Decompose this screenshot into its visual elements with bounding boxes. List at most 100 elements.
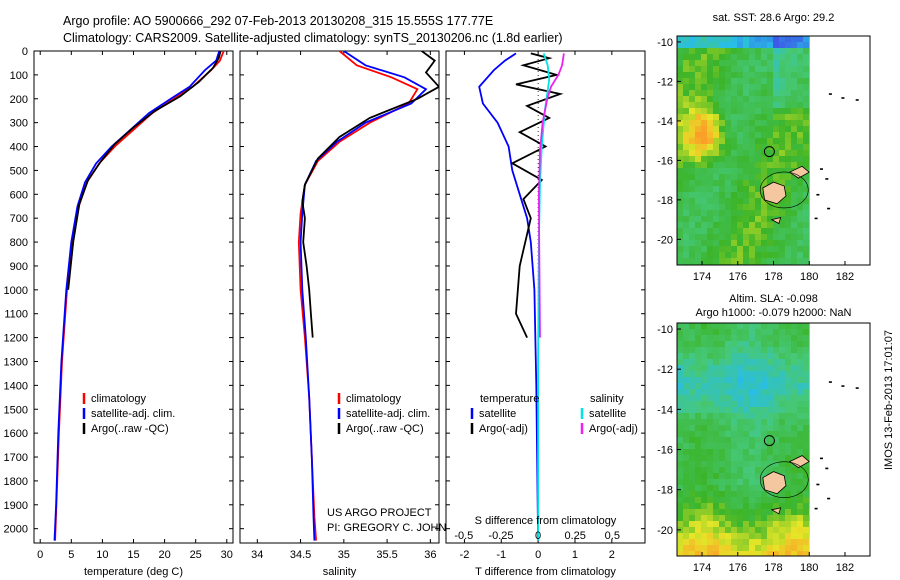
map-cell xyxy=(749,162,756,169)
map-cell xyxy=(725,353,732,360)
map-cell xyxy=(695,66,702,73)
map-cell xyxy=(791,198,798,205)
map-cell xyxy=(809,216,810,223)
map-cell xyxy=(731,90,738,97)
y-tick-label: 1200 xyxy=(4,333,28,345)
map-cell xyxy=(749,138,756,145)
map-cell xyxy=(773,539,780,546)
map-cell xyxy=(737,353,744,360)
map-cell xyxy=(719,407,726,414)
map-cell xyxy=(725,389,732,396)
map-cell xyxy=(749,96,756,103)
map-cell xyxy=(677,431,684,438)
series-line-temperature-argo-adj- xyxy=(510,52,564,338)
map-cell xyxy=(707,210,714,217)
map-cell xyxy=(731,192,738,199)
map-cell xyxy=(749,521,756,528)
map-cell xyxy=(755,515,762,522)
map-cell xyxy=(743,138,750,145)
map-cell xyxy=(731,461,738,468)
map-cell xyxy=(701,192,708,199)
map-cell xyxy=(677,323,684,330)
map-cell xyxy=(785,455,792,462)
map-cell xyxy=(689,539,696,546)
map-cell xyxy=(707,216,714,223)
map-cell xyxy=(791,401,798,408)
map-cell xyxy=(743,114,750,121)
map-cell xyxy=(707,431,714,438)
map-cell xyxy=(725,168,732,175)
map-cell xyxy=(707,377,714,384)
map-cell xyxy=(725,371,732,378)
map-cell xyxy=(689,503,696,510)
map-cell xyxy=(767,96,774,103)
map-cell xyxy=(803,335,810,342)
map-cell xyxy=(695,419,702,426)
map-cell xyxy=(761,497,768,504)
map-cell xyxy=(755,455,762,462)
map-cell xyxy=(683,359,690,366)
islet xyxy=(816,483,820,486)
map-cell xyxy=(683,383,690,390)
map-cell xyxy=(809,96,810,103)
map-cell xyxy=(761,425,768,432)
map-cell xyxy=(719,347,726,354)
map-cell xyxy=(701,240,708,247)
map-cell xyxy=(725,60,732,67)
map-cell xyxy=(677,359,684,366)
x-tick-label: 35 xyxy=(338,549,350,561)
map-cell xyxy=(725,485,732,492)
map-cell xyxy=(743,371,750,378)
map-cell xyxy=(689,461,696,468)
map-cell xyxy=(737,54,744,61)
map-cell xyxy=(791,48,798,55)
map-cell xyxy=(773,395,780,402)
map-cell xyxy=(719,252,726,259)
map-cell xyxy=(689,467,696,474)
map-cell xyxy=(803,84,810,91)
map-cell xyxy=(809,174,810,181)
map-cell xyxy=(755,461,762,468)
map-cell xyxy=(749,120,756,127)
map-cell xyxy=(677,54,684,61)
map-cell xyxy=(683,341,690,348)
map-cell xyxy=(707,246,714,253)
y-tick-label: -12 xyxy=(657,364,673,376)
islet xyxy=(828,93,832,95)
map-cell xyxy=(689,174,696,181)
map-cell xyxy=(785,353,792,360)
map-cell xyxy=(773,335,780,342)
map-cell xyxy=(767,449,774,456)
map-cell xyxy=(803,252,810,259)
map-cell xyxy=(713,335,720,342)
map-cell xyxy=(797,359,804,366)
map-cell xyxy=(743,96,750,103)
map-cell xyxy=(773,377,780,384)
map-cell xyxy=(773,497,780,504)
map-cell xyxy=(791,431,798,438)
map-cell xyxy=(755,198,762,205)
map-cell xyxy=(725,467,732,474)
series-line-temperature-satellite xyxy=(478,52,539,541)
map-cell xyxy=(755,54,762,61)
map-cell xyxy=(809,240,810,247)
map-cell xyxy=(761,114,768,121)
map-cell xyxy=(779,168,786,175)
map-cell xyxy=(701,222,708,229)
x-tick-label: 15 xyxy=(127,549,139,561)
map-cell xyxy=(683,407,690,414)
map-cell xyxy=(737,539,744,546)
map-cell xyxy=(791,425,798,432)
map-cell xyxy=(797,258,804,265)
x-tick-label: 176 xyxy=(729,271,747,283)
map-cell xyxy=(773,545,780,552)
map-cell xyxy=(749,210,756,217)
map-cell xyxy=(737,162,744,169)
x2-tick-label: -0.25 xyxy=(488,530,513,542)
map-cell xyxy=(701,551,708,557)
map-cell xyxy=(749,174,756,181)
series-line-argo-raw-qc- xyxy=(301,51,439,338)
map-cell xyxy=(785,419,792,426)
map-cell xyxy=(767,455,774,462)
